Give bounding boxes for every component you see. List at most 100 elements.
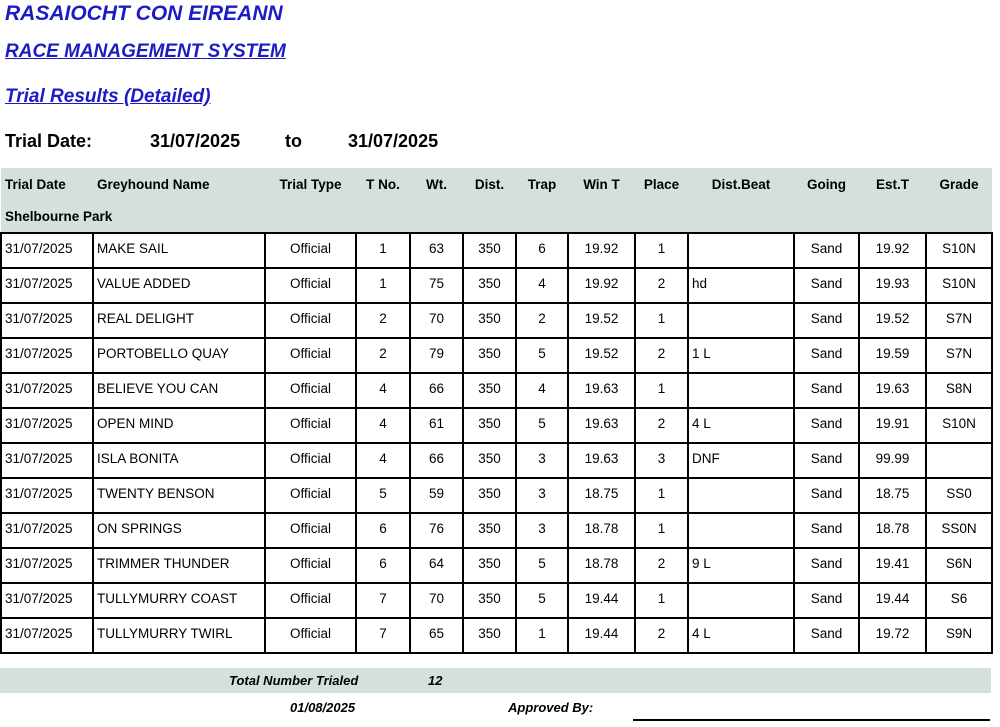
col-header-weight: Wt. bbox=[410, 168, 463, 200]
cell-place: 2 bbox=[634, 547, 689, 584]
cell-distance: 350 bbox=[462, 582, 517, 619]
cell-greyhound-name: REAL DELIGHT bbox=[92, 302, 266, 339]
table-row: 31/07/2025 ISLA BONITA Official 4 66 350 3 19.6… bbox=[0, 442, 993, 479]
cell-place: 2 bbox=[634, 407, 689, 444]
cell-dist-beat: DNF bbox=[687, 442, 795, 479]
cell-est-time: 18.75 bbox=[858, 477, 927, 514]
cell-win-time: 19.44 bbox=[567, 617, 636, 654]
col-header-place: Place bbox=[635, 168, 688, 200]
cell-grade: S7N bbox=[925, 302, 993, 339]
cell-dist-beat: 1 L bbox=[687, 337, 795, 374]
cell-trial-type: Official bbox=[264, 407, 357, 444]
cell-t-no: 6 bbox=[355, 547, 411, 584]
cell-distance: 350 bbox=[462, 547, 517, 584]
cell-trial-date: 31/07/2025 bbox=[0, 232, 94, 269]
cell-weight: 75 bbox=[409, 267, 464, 304]
signature-line bbox=[633, 719, 990, 721]
cell-greyhound-name: PORTOBELLO QUAY bbox=[92, 337, 266, 374]
col-header-greyhound-name: Greyhound Name bbox=[93, 168, 265, 200]
cell-t-no: 7 bbox=[355, 617, 411, 654]
table-row: 31/07/2025 TULLYMURRY COAST Official 7 70 350… bbox=[0, 582, 993, 619]
total-label: Total Number Trialed bbox=[229, 673, 359, 688]
cell-t-no: 4 bbox=[355, 407, 411, 444]
cell-trial-type: Official bbox=[264, 267, 357, 304]
col-header-dist-beat: Dist.Beat bbox=[688, 168, 794, 200]
col-header-grade: Grade bbox=[926, 168, 992, 200]
cell-going: Sand bbox=[793, 617, 860, 654]
cell-dist-beat: 4 L bbox=[687, 407, 795, 444]
cell-weight: 65 bbox=[409, 617, 464, 654]
table-row: 31/07/2025 TRIMMER THUNDER Official 6 64 350 5… bbox=[0, 547, 993, 584]
cell-distance: 350 bbox=[462, 512, 517, 549]
cell-greyhound-name: VALUE ADDED bbox=[92, 267, 266, 304]
org-title: RASAIOCHT CON EIREANN bbox=[5, 2, 283, 25]
cell-t-no: 2 bbox=[355, 302, 411, 339]
cell-est-time: 19.92 bbox=[858, 232, 927, 269]
cell-greyhound-name: TWENTY BENSON bbox=[92, 477, 266, 514]
cell-greyhound-name: BELIEVE YOU CAN bbox=[92, 372, 266, 409]
cell-est-time: 19.63 bbox=[858, 372, 927, 409]
cell-t-no: 7 bbox=[355, 582, 411, 619]
date-to-label: to bbox=[285, 131, 302, 151]
cell-trap: 5 bbox=[515, 407, 569, 444]
cell-grade: S6 bbox=[925, 582, 993, 619]
cell-grade: S8N bbox=[925, 372, 993, 409]
cell-est-time: 19.91 bbox=[858, 407, 927, 444]
cell-grade bbox=[925, 442, 993, 479]
cell-dist-beat bbox=[687, 512, 795, 549]
cell-going: Sand bbox=[793, 477, 860, 514]
cell-trial-type: Official bbox=[264, 442, 357, 479]
cell-going: Sand bbox=[793, 267, 860, 304]
cell-weight: 61 bbox=[409, 407, 464, 444]
cell-t-no: 1 bbox=[355, 232, 411, 269]
cell-greyhound-name: OPEN MIND bbox=[92, 407, 266, 444]
cell-weight: 79 bbox=[409, 337, 464, 374]
cell-greyhound-name: TULLYMURRY TWIRL bbox=[92, 617, 266, 654]
table-row: 31/07/2025 TWENTY BENSON Official 5 59 350 3 18… bbox=[0, 477, 993, 514]
cell-place: 1 bbox=[634, 512, 689, 549]
cell-weight: 66 bbox=[409, 442, 464, 479]
cell-dist-beat bbox=[687, 232, 795, 269]
cell-t-no: 1 bbox=[355, 267, 411, 304]
approval-row: 01/08/2025 Approved By: bbox=[0, 695, 991, 720]
cell-trial-type: Official bbox=[264, 477, 357, 514]
cell-going: Sand bbox=[793, 547, 860, 584]
cell-est-time: 19.72 bbox=[858, 617, 927, 654]
cell-est-time: 19.52 bbox=[858, 302, 927, 339]
cell-weight: 59 bbox=[409, 477, 464, 514]
cell-est-time: 19.93 bbox=[858, 267, 927, 304]
cell-t-no: 2 bbox=[355, 337, 411, 374]
cell-win-time: 19.63 bbox=[567, 407, 636, 444]
cell-trial-type: Official bbox=[264, 547, 357, 584]
cell-dist-beat: 9 L bbox=[687, 547, 795, 584]
report-title: Trial Results (Detailed) bbox=[5, 86, 211, 107]
cell-place: 1 bbox=[634, 302, 689, 339]
cell-place: 2 bbox=[634, 617, 689, 654]
cell-trial-type: Official bbox=[264, 582, 357, 619]
cell-place: 3 bbox=[634, 442, 689, 479]
cell-trap: 3 bbox=[515, 512, 569, 549]
col-header-trial-type: Trial Type bbox=[265, 168, 356, 200]
cell-grade: S9N bbox=[925, 617, 993, 654]
table-row: 31/07/2025 VALUE ADDED Official 1 75 350 4 19.9… bbox=[0, 267, 993, 304]
col-header-distance: Dist. bbox=[463, 168, 516, 200]
cell-distance: 350 bbox=[462, 477, 517, 514]
cell-trial-date: 31/07/2025 bbox=[0, 477, 94, 514]
track-name: Shelbourne Park bbox=[1, 200, 992, 233]
cell-weight: 63 bbox=[409, 232, 464, 269]
cell-t-no: 5 bbox=[355, 477, 411, 514]
cell-grade: SS0 bbox=[925, 477, 993, 514]
cell-win-time: 19.52 bbox=[567, 337, 636, 374]
cell-going: Sand bbox=[793, 442, 860, 479]
date-to: 31/07/2025 bbox=[348, 131, 439, 151]
cell-trap: 5 bbox=[515, 547, 569, 584]
cell-est-time: 19.41 bbox=[858, 547, 927, 584]
cell-trap: 1 bbox=[515, 617, 569, 654]
col-header-win-time: Win T bbox=[568, 168, 635, 200]
table-row: 31/07/2025 ON SPRINGS Official 6 76 350 3 18.78… bbox=[0, 512, 993, 549]
cell-trap: 5 bbox=[515, 582, 569, 619]
cell-going: Sand bbox=[793, 302, 860, 339]
print-date: 01/08/2025 bbox=[290, 700, 356, 715]
cell-trial-type: Official bbox=[264, 372, 357, 409]
cell-grade: S10N bbox=[925, 267, 993, 304]
